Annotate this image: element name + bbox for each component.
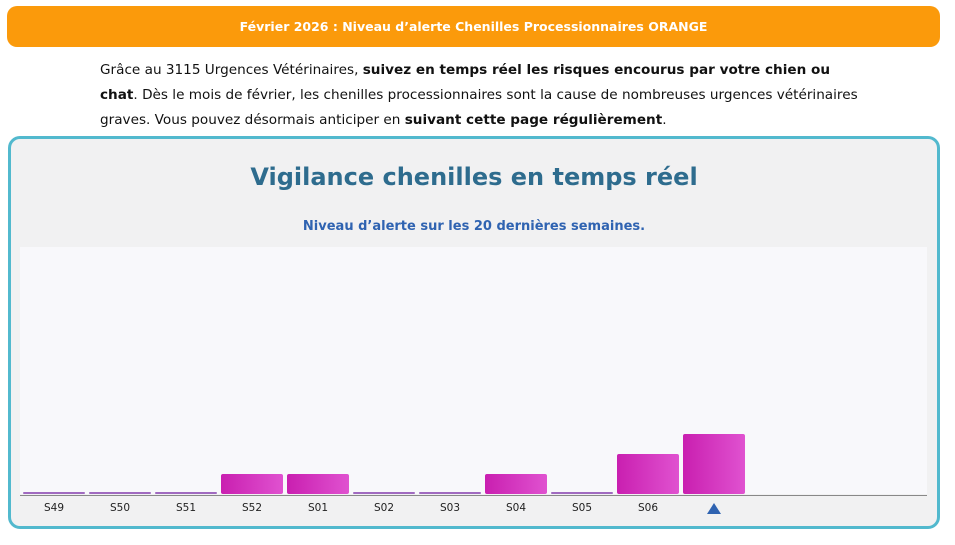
- alert-banner-text: Février 2026 : Niveau d’alerte Chenilles…: [239, 19, 708, 34]
- intro-text-3: .: [662, 112, 667, 128]
- bar-S02: [353, 492, 415, 494]
- x-tick-label: S03: [439, 502, 461, 514]
- panel-subtitle: Niveau d’alerte sur les 20 dernières sem…: [302, 219, 646, 234]
- bar-S52: [221, 474, 283, 494]
- panel-title: Vigilance chenilles en temps réel: [250, 163, 698, 191]
- x-tick-label: S52: [241, 502, 263, 514]
- bar-S51: [155, 492, 217, 494]
- bar-S01: [287, 474, 349, 494]
- x-tick-label: S06: [637, 502, 659, 514]
- alert-banner: Février 2026 : Niveau d’alerte Chenilles…: [7, 6, 940, 47]
- intro-bold-2: suivant cette page régulièrement: [404, 112, 663, 128]
- bar-S05: [551, 492, 613, 494]
- bar-S04: [485, 474, 547, 494]
- intro-bold-1: suivez en temps réel les risques encouru…: [100, 62, 830, 103]
- bar-S50: [89, 492, 151, 494]
- x-tick-label: S04: [505, 502, 527, 514]
- bar-S49: [23, 492, 85, 494]
- intro-text-2: . Dès le mois de février, les chenilles …: [100, 87, 858, 128]
- x-tick-label: S01: [307, 502, 329, 514]
- intro-text-1: Grâce au 3115 Urgences Vétérinaires,: [100, 62, 363, 78]
- x-tick-label: S50: [109, 502, 131, 514]
- x-tick-label: S05: [571, 502, 593, 514]
- x-tick-label: S02: [373, 502, 395, 514]
- bar-current: [683, 434, 745, 494]
- chart-plot-area: [20, 247, 927, 494]
- x-tick-label: S49: [43, 502, 65, 514]
- vigilance-panel: Vigilance chenilles en temps réel Niveau…: [8, 136, 940, 529]
- x-tick-label: S51: [175, 502, 197, 514]
- current-week-marker-icon: [707, 503, 721, 514]
- bar-S06: [617, 454, 679, 494]
- intro-paragraph: Grâce au 3115 Urgences Vétérinaires, sui…: [100, 58, 860, 133]
- chart-baseline: [20, 495, 927, 496]
- bar-S03: [419, 492, 481, 494]
